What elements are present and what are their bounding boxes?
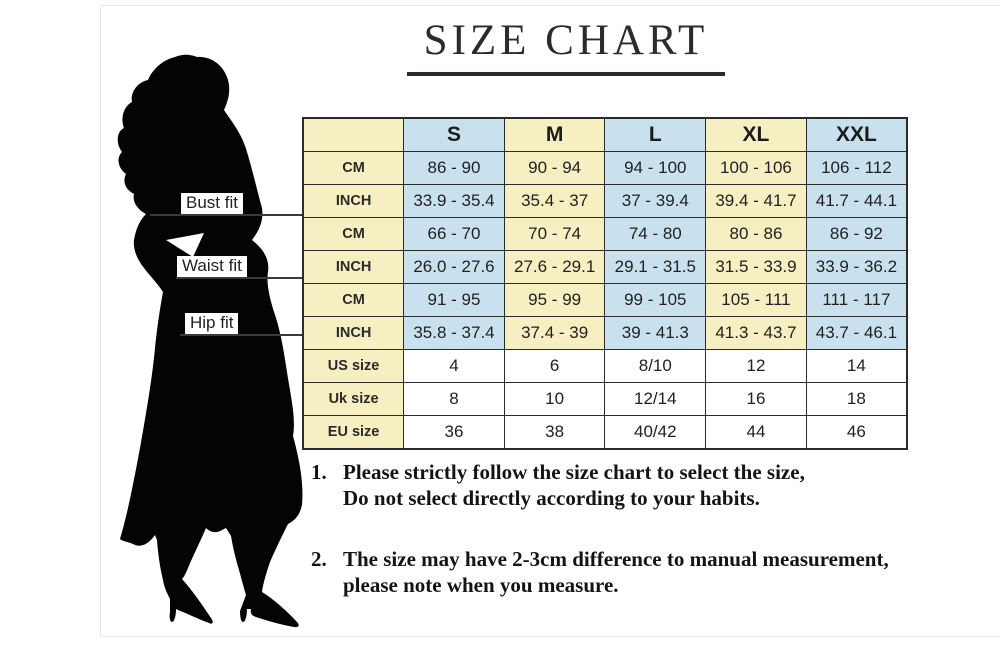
note-1-number: 1. bbox=[311, 460, 327, 484]
size-col-header: XXL bbox=[805, 117, 908, 152]
note-2-number: 2. bbox=[311, 547, 327, 571]
corner-cell bbox=[302, 117, 405, 152]
size-value-cell: 31.5 - 33.9 bbox=[705, 250, 807, 284]
title-block: SIZE CHART bbox=[407, 16, 725, 76]
size-value-cell: 105 - 111 bbox=[705, 283, 807, 317]
size-value-cell: 12/14 bbox=[604, 382, 707, 416]
size-value-cell: 95 - 99 bbox=[503, 283, 606, 317]
size-value-cell: 80 - 86 bbox=[705, 217, 807, 251]
size-value-cell: 39 - 41.3 bbox=[604, 316, 707, 350]
size-value-cell: 74 - 80 bbox=[604, 217, 707, 251]
table-row: CM 86 - 90 90 - 94 94 - 100 100 - 106 10… bbox=[302, 151, 908, 185]
size-value-cell: 39.4 - 41.7 bbox=[705, 184, 807, 218]
table-header-row: S M L XL XXL bbox=[302, 117, 908, 152]
size-value-cell: 8 bbox=[403, 382, 505, 416]
table-row: CM 91 - 95 95 - 99 99 - 105 105 - 111 11… bbox=[302, 283, 908, 317]
size-value-cell: 16 bbox=[705, 382, 807, 416]
row-label: INCH bbox=[302, 250, 405, 284]
size-value-cell: 29.1 - 31.5 bbox=[604, 250, 707, 284]
size-value-cell: 37 - 39.4 bbox=[604, 184, 707, 218]
size-value-cell: 4 bbox=[403, 349, 505, 383]
size-col-header: M bbox=[503, 117, 606, 152]
size-value-cell: 18 bbox=[805, 382, 908, 416]
waist-fit-label: Waist fit bbox=[177, 256, 247, 277]
table-row: INCH 33.9 - 35.4 35.4 - 37 37 - 39.4 39.… bbox=[302, 184, 908, 218]
row-label: CM bbox=[302, 217, 405, 251]
size-value-cell: 46 bbox=[805, 415, 908, 450]
size-value-cell: 66 - 70 bbox=[403, 217, 505, 251]
table-row: EU size 36 38 40/42 44 46 bbox=[302, 415, 908, 450]
row-label: Uk size bbox=[302, 382, 405, 416]
size-value-cell: 111 - 117 bbox=[805, 283, 908, 317]
size-value-cell: 26.0 - 27.6 bbox=[403, 250, 505, 284]
table-row: INCH 26.0 - 27.6 27.6 - 29.1 29.1 - 31.5… bbox=[302, 250, 908, 284]
size-col-header: S bbox=[403, 117, 505, 152]
row-label: CM bbox=[302, 283, 405, 317]
size-value-cell: 99 - 105 bbox=[604, 283, 707, 317]
page-title: SIZE CHART bbox=[407, 16, 725, 76]
note-1-text: Please strictly follow the size chart to… bbox=[343, 459, 805, 511]
size-value-cell: 6 bbox=[503, 349, 606, 383]
size-value-cell: 41.7 - 44.1 bbox=[805, 184, 908, 218]
hip-fit-label: Hip fit bbox=[185, 313, 239, 334]
size-value-cell: 94 - 100 bbox=[604, 151, 707, 185]
woman-silhouette bbox=[117, 54, 303, 628]
row-label: EU size bbox=[302, 415, 405, 450]
size-value-cell: 35.8 - 37.4 bbox=[403, 316, 505, 350]
size-value-cell: 40/42 bbox=[604, 415, 707, 450]
size-value-cell: 10 bbox=[503, 382, 606, 416]
waist-connector-line bbox=[176, 277, 302, 279]
note-1-line-1: Please strictly follow the size chart to… bbox=[343, 460, 805, 484]
row-label: INCH bbox=[302, 316, 405, 350]
size-value-cell: 8/10 bbox=[604, 349, 707, 383]
size-value-cell: 43.7 - 46.1 bbox=[805, 316, 908, 350]
size-value-cell: 33.9 - 36.2 bbox=[805, 250, 908, 284]
size-value-cell: 12 bbox=[705, 349, 807, 383]
size-col-header: XL bbox=[705, 117, 807, 152]
size-value-cell: 35.4 - 37 bbox=[503, 184, 606, 218]
note-2: 2. The size may have 2-3cm difference to… bbox=[311, 546, 986, 598]
size-value-cell: 70 - 74 bbox=[503, 217, 606, 251]
size-col-header: L bbox=[604, 117, 707, 152]
row-label: US size bbox=[302, 349, 405, 383]
size-value-cell: 100 - 106 bbox=[705, 151, 807, 185]
size-value-cell: 86 - 90 bbox=[403, 151, 505, 185]
row-label: INCH bbox=[302, 184, 405, 218]
table-row: CM 66 - 70 70 - 74 74 - 80 80 - 86 86 - … bbox=[302, 217, 908, 251]
note-2-line-2: please note when you measure. bbox=[343, 573, 619, 597]
size-value-cell: 37.4 - 39 bbox=[503, 316, 606, 350]
hip-connector-line bbox=[180, 334, 302, 336]
table-row: US size 4 6 8/10 12 14 bbox=[302, 349, 908, 383]
size-value-cell: 41.3 - 43.7 bbox=[705, 316, 807, 350]
size-value-cell: 33.9 - 35.4 bbox=[403, 184, 505, 218]
size-value-cell: 27.6 - 29.1 bbox=[503, 250, 606, 284]
table-row: Uk size 8 10 12/14 16 18 bbox=[302, 382, 908, 416]
size-value-cell: 90 - 94 bbox=[503, 151, 606, 185]
note-2-line-1: The size may have 2-3cm difference to ma… bbox=[343, 547, 889, 571]
size-value-cell: 91 - 95 bbox=[403, 283, 505, 317]
size-table: S M L XL XXL CM 86 - 90 90 - 94 94 - 100… bbox=[302, 117, 908, 450]
row-label: CM bbox=[302, 151, 405, 185]
size-value-cell: 106 - 112 bbox=[805, 151, 908, 185]
size-value-cell: 86 - 92 bbox=[805, 217, 908, 251]
size-value-cell: 44 bbox=[705, 415, 807, 450]
bust-fit-label: Bust fit bbox=[181, 193, 243, 214]
note-1: 1. Please strictly follow the size chart… bbox=[311, 459, 986, 511]
bust-connector-line bbox=[150, 214, 302, 216]
size-value-cell: 38 bbox=[503, 415, 606, 450]
note-1-line-2: Do not select directly according to your… bbox=[343, 486, 760, 510]
size-value-cell: 36 bbox=[403, 415, 505, 450]
table-row: INCH 35.8 - 37.4 37.4 - 39 39 - 41.3 41.… bbox=[302, 316, 908, 350]
note-2-text: The size may have 2-3cm difference to ma… bbox=[343, 546, 889, 598]
size-value-cell: 14 bbox=[805, 349, 908, 383]
